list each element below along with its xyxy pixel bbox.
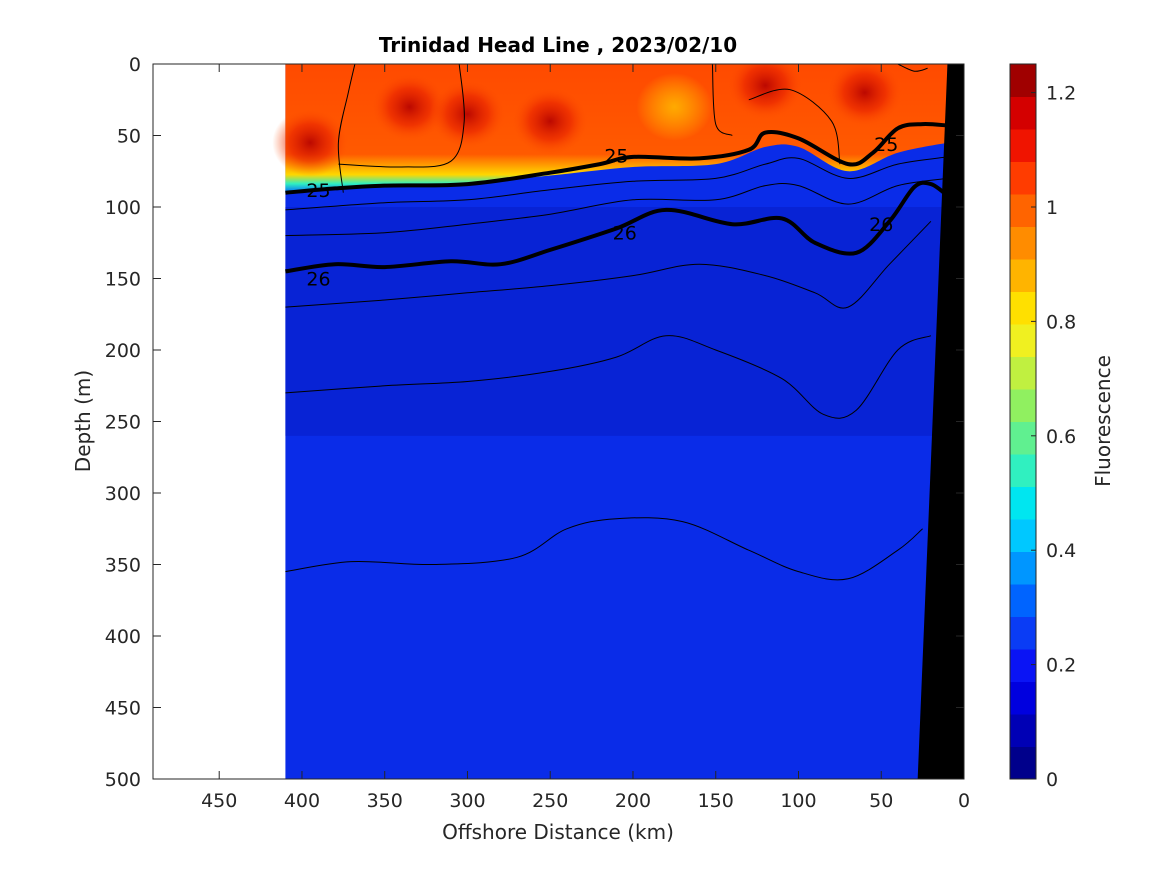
y-tick-label: 50	[117, 126, 141, 148]
thin-density-contour	[285, 335, 932, 419]
fluorescence-patch	[429, 80, 506, 149]
contour-label-text: 25	[604, 146, 628, 168]
thin-density-contour	[285, 220, 932, 309]
colorbar-tick-label: 1.2	[1046, 83, 1076, 105]
x-tick-label: 50	[869, 790, 893, 812]
y-tick-label: 0	[129, 54, 141, 76]
colorbar-segment	[1010, 616, 1036, 650]
colorbar-segment	[1010, 746, 1036, 780]
colorbar-segment	[1010, 64, 1036, 97]
colorbar-segment	[1010, 259, 1036, 292]
contour-label-26: 26	[869, 214, 893, 236]
thin-density-contour	[285, 517, 923, 581]
contour-label-text: 25	[306, 180, 330, 202]
colorbar-segment	[1010, 486, 1036, 520]
contour-label-text: 26	[869, 214, 893, 236]
density-contours: 25 25 25 26 26 26	[285, 64, 949, 581]
colorbar-tick-label: 0.6	[1046, 426, 1076, 448]
y-tick-label: 450	[105, 698, 141, 720]
colorbar-tick-label: 1	[1046, 197, 1058, 219]
thin-density-contour	[285, 177, 948, 237]
fluorescence-patch	[727, 64, 804, 120]
thin-density-contour	[285, 156, 948, 211]
colorbar-tick-label: 0.8	[1046, 311, 1076, 333]
y-tick-label: 400	[105, 626, 141, 648]
x-tick-label: 450	[201, 790, 237, 812]
density-contour-25	[285, 122, 948, 195]
fluorescence-patch	[826, 64, 903, 127]
thin-density-contour	[897, 64, 928, 72]
contour-label-text: 25	[874, 134, 898, 156]
chart-title: Trinidad Head Line , 2023/02/10	[379, 33, 737, 57]
contour-label-25: 25	[306, 180, 330, 202]
colorbar-segment	[1010, 649, 1036, 682]
thin-density-contour	[711, 64, 733, 136]
contour-label-text: 26	[613, 223, 637, 245]
y-tick-label: 300	[105, 483, 141, 505]
mid-depth-band	[285, 207, 964, 436]
y-axis-ticks: 0 50 100 150 200 250 300 350 400 450 500	[105, 54, 964, 791]
x-axis-label: Offshore Distance (km)	[442, 820, 674, 844]
fluorescence-patch	[272, 108, 349, 177]
contour-label-26: 26	[306, 269, 330, 291]
colorbar-label: Fluorescence	[1091, 355, 1115, 487]
colorbar-segment	[1010, 421, 1036, 455]
colorbar-tick-label: 0.4	[1046, 540, 1076, 562]
x-tick-label: 250	[532, 790, 568, 812]
thin-density-contour	[748, 88, 841, 165]
colorbar-tick-label: 0.2	[1046, 655, 1076, 677]
x-axis-ticks: 450 400 350 300 250 200 150 100 50 0	[201, 64, 970, 812]
colorbar-segment	[1010, 129, 1036, 162]
colorbar-segment	[1010, 96, 1036, 130]
colorbar-segment	[1010, 454, 1036, 487]
colorbar-segment	[1010, 584, 1036, 617]
x-tick-label: 200	[615, 790, 651, 812]
contour-label-25: 25	[874, 134, 898, 156]
x-tick-label: 350	[367, 790, 403, 812]
x-tick-label: 150	[698, 790, 734, 812]
colorbar-tick-label: 0	[1046, 769, 1058, 791]
y-tick-label: 100	[105, 197, 141, 219]
density-contour-26	[285, 180, 949, 274]
colorbar-segment	[1010, 356, 1036, 390]
contour-label-text: 26	[306, 269, 330, 291]
colorbar-segment	[1010, 519, 1036, 552]
colorbar-frame	[1009, 63, 1037, 780]
colorbar-segment	[1010, 161, 1036, 195]
thin-density-contour	[338, 64, 465, 168]
x-tick-label: 400	[284, 790, 320, 812]
colorbar-segment	[1010, 681, 1036, 715]
fluorescence-field	[272, 64, 964, 779]
fluorescence-patch	[371, 72, 448, 141]
colorbar-segment	[1010, 551, 1036, 585]
x-tick-label: 300	[449, 790, 485, 812]
fluorescence-patch	[512, 87, 589, 156]
seafloor-bathymetry	[917, 64, 964, 779]
colorbar-segment	[1010, 291, 1036, 325]
x-tick-label: 0	[958, 790, 970, 812]
thin-density-contour	[337, 64, 356, 193]
colorbar-segment	[1010, 324, 1036, 357]
y-tick-label: 500	[105, 769, 141, 791]
y-axis-label: Depth (m)	[71, 370, 95, 472]
colorbar-segment	[1010, 389, 1036, 422]
colorbar-segment	[1010, 194, 1036, 227]
colorbar-segment	[1010, 226, 1036, 260]
y-tick-label: 250	[105, 412, 141, 434]
y-tick-label: 150	[105, 269, 141, 291]
x-tick-label: 100	[780, 790, 816, 812]
y-tick-label: 350	[105, 555, 141, 577]
contour-label-25: 25	[604, 146, 628, 168]
colorbar: 0 0.2 0.4 0.6 0.8 1 1.2	[1009, 63, 1076, 791]
y-tick-label: 200	[105, 340, 141, 362]
colorbar-segment	[1010, 714, 1036, 747]
fluorescence-patch	[636, 72, 713, 141]
contour-label-26: 26	[613, 223, 637, 245]
